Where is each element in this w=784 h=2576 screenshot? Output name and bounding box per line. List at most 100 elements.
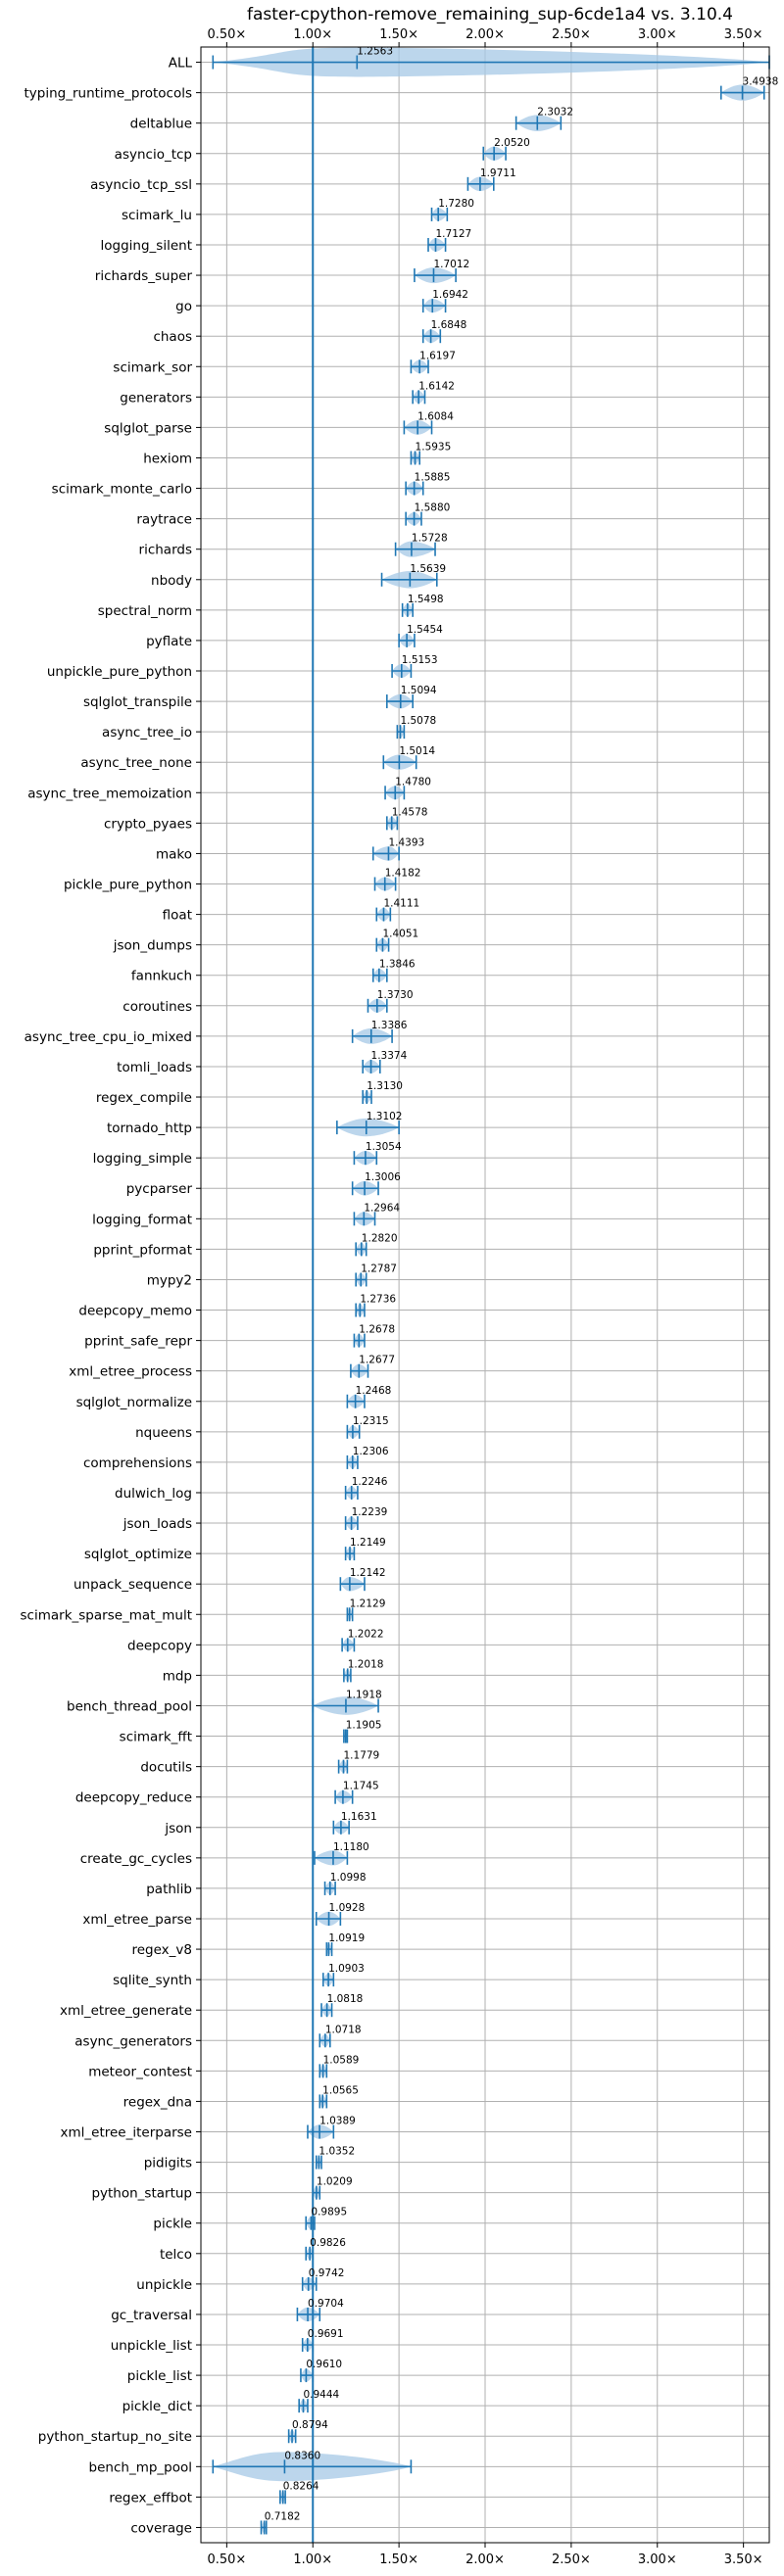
value-label: 1.5153 (402, 654, 438, 666)
value-label: 1.5880 (415, 502, 451, 514)
benchmark-label: dulwich_log (115, 1486, 192, 1502)
value-label: 1.2677 (359, 1355, 395, 1366)
value-label: 1.3374 (371, 1050, 408, 1062)
value-label: 1.5014 (399, 745, 435, 757)
value-label: 1.4111 (383, 898, 419, 910)
x-tick-label-bottom: 0.50× (207, 2552, 246, 2567)
benchmark-label: deepcopy (127, 1638, 192, 1653)
benchmark-label: regex_dna (123, 2094, 192, 2110)
value-label: 1.7012 (433, 259, 469, 270)
value-label: 1.0565 (322, 2084, 359, 2096)
value-label: 1.2563 (357, 46, 393, 58)
benchmark-label: hexiom (143, 451, 192, 466)
value-label: 1.0998 (330, 1872, 367, 1884)
benchmark-label: deepcopy_reduce (75, 1790, 192, 1806)
value-label: 1.1905 (346, 1720, 382, 1732)
benchmark-label: bench_mp_pool (89, 2459, 192, 2475)
benchmark-label: gc_traversal (111, 2308, 192, 2323)
value-label: 1.0718 (325, 2024, 362, 2035)
x-tick-label-top: 2.50× (552, 27, 591, 42)
benchmark-label: tornado_http (107, 1121, 192, 1136)
benchmark-label: spectral_norm (98, 603, 192, 619)
benchmark-label: mako (156, 846, 192, 862)
benchmark-label: float (163, 908, 192, 924)
chart-title: faster-cpython-remove_remaining_sup-6cde… (247, 5, 733, 24)
benchmark-label: async_generators (74, 2033, 192, 2049)
value-label: 1.2018 (348, 1658, 384, 1670)
benchmark-label: nqueens (135, 1425, 192, 1441)
benchmark-label: pprint_safe_repr (84, 1334, 192, 1350)
value-label: 1.6942 (432, 289, 468, 301)
benchmark-label: async_tree_memoization (27, 786, 192, 801)
x-tick-label-top: 1.50× (379, 27, 418, 42)
value-label: 1.6197 (419, 350, 456, 361)
x-tick-label-top: 1.00× (293, 27, 332, 42)
value-label: 1.3102 (367, 1111, 403, 1122)
benchmark-label: pathlib (146, 1882, 192, 1897)
benchmark-label: regex_v8 (131, 1942, 192, 1958)
benchmark-label: scimark_monte_carlo (52, 482, 192, 498)
value-label: 0.9895 (311, 2207, 347, 2218)
benchmark-label: coroutines (122, 999, 192, 1015)
benchmark-label: create_gc_cycles (80, 1851, 192, 1867)
benchmark-label: pycparser (126, 1181, 193, 1197)
benchmark-label: regex_compile (96, 1090, 192, 1106)
value-label: 1.4780 (395, 776, 431, 787)
value-label: 1.1779 (344, 1750, 380, 1762)
value-label: 0.8794 (292, 2419, 328, 2431)
value-label: 0.9826 (310, 2237, 346, 2249)
value-label: 1.1631 (341, 1811, 377, 1823)
benchmark-label: unpack_sequence (74, 1577, 192, 1593)
value-label: 1.5728 (412, 533, 448, 545)
value-label: 1.2022 (348, 1628, 384, 1640)
benchmark-label: logging_simple (93, 1151, 192, 1167)
value-label: 1.2820 (362, 1232, 398, 1244)
benchmark-label: crypto_pyaes (104, 816, 192, 832)
benchmark-label: pickle_dict (122, 2399, 192, 2414)
benchmark-label: pickle_pure_python (64, 878, 192, 893)
benchmark-label: ALL (169, 56, 193, 72)
value-label: 1.4578 (392, 806, 428, 818)
value-label: 0.8264 (283, 2480, 319, 2492)
value-label: 1.2149 (350, 1537, 386, 1549)
value-label: 0.9444 (303, 2389, 339, 2401)
benchmark-label: go (175, 299, 192, 314)
benchmark-label: asyncio_tcp_ssl (90, 177, 192, 193)
x-tick-label-top: 3.50× (724, 27, 763, 42)
value-label: 1.9711 (480, 167, 516, 179)
value-label: 1.1180 (333, 1841, 369, 1853)
value-label: 0.7182 (265, 2510, 301, 2522)
value-label: 1.2964 (364, 1202, 400, 1214)
value-label: 1.2678 (359, 1324, 395, 1336)
benchmark-label: xml_etree_process (69, 1364, 192, 1380)
value-label: 0.9742 (309, 2267, 345, 2279)
value-label: 1.3386 (371, 1020, 408, 1031)
benchmark-label: unpickle_pure_python (47, 664, 192, 680)
x-tick-label-bottom: 1.50× (379, 2552, 418, 2567)
benchmark-label: sqlglot_normalize (76, 1395, 192, 1410)
value-label: 1.4051 (382, 929, 418, 940)
value-label: 1.5094 (401, 685, 437, 696)
benchmark-label: regex_effbot (109, 2490, 192, 2505)
benchmark-label: async_tree_none (80, 755, 192, 771)
value-label: 1.2736 (360, 1294, 396, 1306)
x-axis-ticks: 0.50× 0.50× 1.00× 1.00× 1.50× 1.50× 2.00× 2.00×… (207, 27, 762, 2567)
benchmark-label: async_tree_cpu_io_mixed (24, 1029, 192, 1045)
grid-lines (201, 47, 769, 2543)
value-label: 1.0818 (327, 1993, 364, 2005)
value-label: 1.0209 (317, 2176, 353, 2188)
violin-bodies (213, 47, 769, 2534)
value-label: 1.2246 (352, 1476, 388, 1488)
benchmark-label: sqlite_synth (113, 1973, 192, 1988)
benchmark-label: generators (120, 390, 192, 405)
benchmark-label: sqlglot_optimize (84, 1547, 192, 1562)
benchmark-label: coverage (130, 2520, 192, 2536)
value-label: 0.8360 (284, 2450, 320, 2461)
benchmark-label: pyflate (146, 634, 192, 649)
x-tick-label-bottom: 3.00× (638, 2552, 677, 2567)
x-tick-label-bottom: 2.50× (552, 2552, 591, 2567)
value-label: 1.1745 (343, 1781, 379, 1792)
benchmark-label: mdp (163, 1668, 192, 1684)
benchmark-label: mypy2 (147, 1272, 192, 1288)
